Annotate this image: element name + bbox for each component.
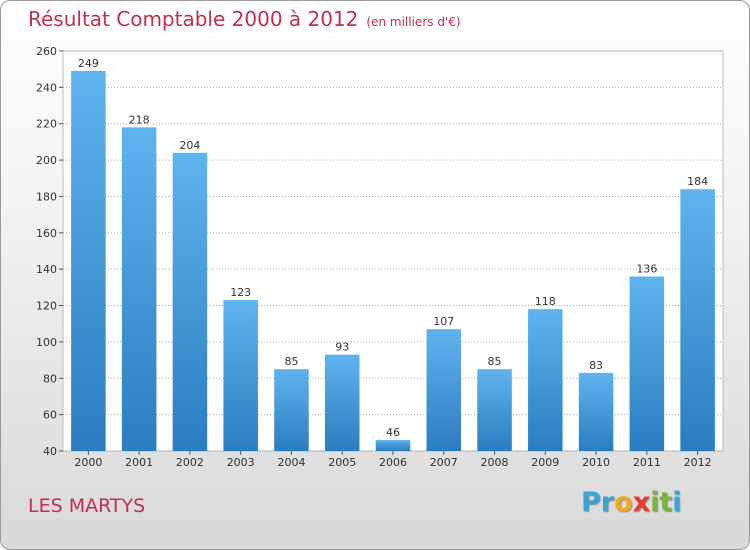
x-tick-label: 2006: [379, 456, 407, 469]
y-axis-ticks: 40 60 80 100 120 140 160 180 200 220 240 260: [36, 45, 63, 458]
logo-letter: i: [672, 487, 682, 518]
bar: [680, 189, 715, 451]
x-tick-label: 2007: [430, 456, 458, 469]
x-tick-label: 2004: [277, 456, 305, 469]
x-tick-label: 2001: [125, 456, 153, 469]
y-tick-label: 120: [36, 300, 57, 313]
bar-value-label: 118: [535, 295, 556, 308]
x-tick-label: 2011: [633, 456, 661, 469]
logo-letter: t: [659, 487, 673, 518]
bar-value-label: 85: [488, 355, 502, 368]
x-tick-label: 2002: [176, 456, 204, 469]
y-tick-label: 260: [36, 45, 57, 58]
bar-value-label: 46: [386, 426, 400, 439]
bar: [477, 369, 512, 451]
y-tick-label: 100: [36, 336, 57, 349]
bar: [71, 71, 106, 451]
y-tick-label: 240: [36, 81, 57, 94]
chart-subtitle: (en milliers d'€): [366, 15, 461, 29]
logo-letter: x: [632, 487, 651, 518]
y-tick-label: 180: [36, 190, 57, 203]
x-tick-label: 2012: [684, 456, 712, 469]
bar-value-label: 136: [636, 262, 657, 275]
y-tick-label: 140: [36, 263, 57, 276]
bar-value-label: 85: [284, 355, 298, 368]
bar: [172, 152, 208, 451]
bar-value-label: 204: [179, 139, 200, 152]
bar: [629, 276, 665, 451]
bar: [528, 309, 563, 451]
bar-value-label: 123: [230, 286, 251, 299]
bar-value-label: 218: [129, 113, 150, 126]
bar: [375, 440, 411, 451]
y-tick-label: 220: [36, 118, 57, 131]
y-tick-label: 160: [36, 227, 57, 240]
bar-value-label: 249: [78, 57, 99, 70]
data-labels: 249 218 204 123 85 93 46 107 85 118 83 136 184: [78, 57, 708, 439]
location-name: LES MARTYS: [28, 495, 146, 517]
x-tick-label: 2008: [481, 456, 509, 469]
chart-title: Résultat Comptable 2000 à 2012 (en millie…: [28, 7, 461, 31]
logo-letter: o: [614, 487, 633, 518]
logo-letter: r: [600, 487, 615, 518]
bar-value-label: 93: [335, 341, 349, 354]
bar-value-label: 107: [433, 315, 454, 328]
bar: [324, 354, 360, 451]
x-tick-label: 2009: [531, 456, 559, 469]
chart-title-text: Résultat Comptable 2000 à 2012: [28, 7, 359, 31]
plot-area: [62, 50, 724, 452]
logo-letter: P: [581, 487, 601, 518]
bar: [121, 127, 157, 451]
y-tick-label: 60: [43, 409, 57, 422]
x-tick-label: 2005: [328, 456, 356, 469]
bar: [578, 372, 614, 451]
bar-value-label: 83: [589, 359, 603, 372]
y-tick-label: 200: [36, 154, 57, 167]
bar: [426, 329, 462, 451]
bar-value-label: 184: [687, 175, 708, 188]
bar: [223, 300, 258, 451]
y-tick-label: 40: [43, 445, 57, 458]
bar: [274, 369, 309, 451]
proxiti-logo: Proxiti: [581, 487, 682, 518]
x-tick-label: 2010: [582, 456, 610, 469]
x-tick-label: 2003: [227, 456, 255, 469]
bars: [71, 71, 715, 451]
y-tick-label: 80: [43, 372, 57, 385]
x-axis-ticks: 2000 2001 2002 2003 2004 2005 2006 2007 2008 2009…: [74, 451, 712, 469]
logo-letter: i: [650, 487, 660, 518]
x-tick-label: 2000: [74, 456, 102, 469]
